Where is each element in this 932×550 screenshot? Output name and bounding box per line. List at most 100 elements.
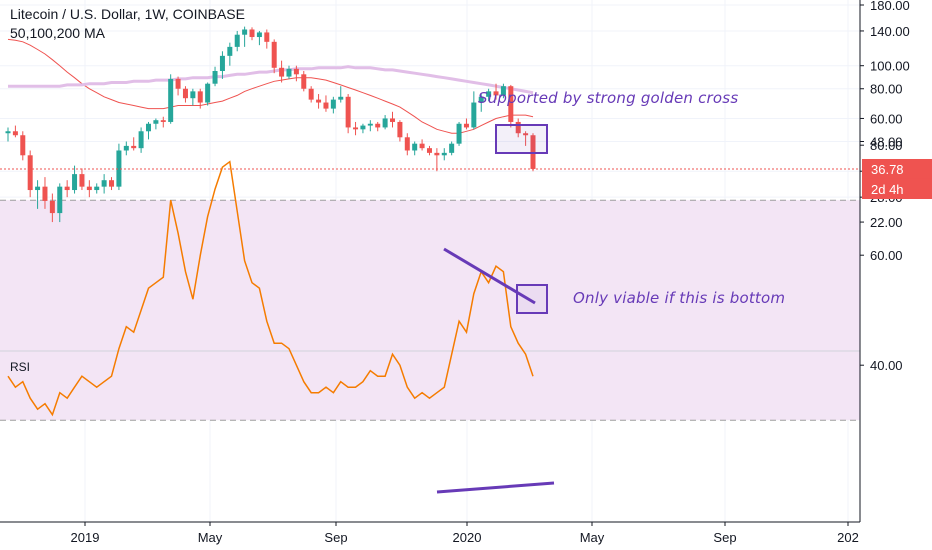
candle-body: [72, 174, 78, 191]
candle: [249, 27, 255, 41]
candle-body: [367, 123, 373, 126]
candle-body: [301, 74, 307, 89]
chart-title: Litecoin / U.S. Dollar, 1W, COINBASE: [10, 6, 245, 22]
rsi-tick-label: 80.00: [870, 138, 903, 153]
candle: [35, 180, 41, 209]
candle-body: [20, 135, 26, 156]
candle-body: [49, 200, 55, 214]
candle-body: [330, 99, 336, 109]
candle-body: [382, 118, 388, 128]
candle: [160, 116, 166, 128]
candle-body: [109, 180, 115, 187]
candle: [338, 86, 344, 103]
candle-body: [197, 91, 203, 103]
candle: [500, 83, 506, 99]
candle-body: [271, 41, 277, 68]
candle-body: [264, 32, 270, 42]
price-tick-label: 140.00: [870, 24, 910, 39]
candle: [42, 177, 48, 209]
candle: [227, 42, 233, 66]
candle: [197, 88, 203, 109]
time-tick-label: 2020: [453, 530, 482, 545]
candle-body: [219, 55, 225, 71]
time-tick-label: May: [198, 530, 223, 545]
rsi-trendline[interactable]: [436, 481, 555, 494]
candle-body: [79, 174, 85, 187]
rsi-tick-label: 40.00: [870, 358, 903, 373]
candle-body: [293, 68, 299, 75]
candle-body: [190, 91, 196, 99]
candle: [330, 96, 336, 114]
golden-cross-box[interactable]: [495, 124, 548, 154]
candle-body: [256, 32, 262, 38]
candle: [486, 88, 492, 102]
candle-body: [345, 96, 351, 128]
candle: [426, 145, 432, 156]
candle-body: [308, 88, 314, 100]
time-tick-label: 2019: [71, 530, 100, 545]
candle-body: [5, 131, 11, 134]
price-tick-label: 22.00: [870, 215, 903, 230]
candle: [463, 118, 469, 130]
candle: [12, 125, 18, 138]
drawings[interactable]: [436, 124, 555, 494]
candle: [316, 94, 322, 109]
candle: [57, 183, 63, 223]
candle-body: [375, 123, 381, 128]
candle: [219, 51, 225, 79]
candle: [234, 30, 240, 52]
price-badge: 36.78 2d 4h: [862, 158, 932, 199]
bottom-box[interactable]: [516, 284, 548, 314]
candle-body: [493, 91, 499, 96]
candle: [49, 193, 55, 223]
price-tick-label: 100.00: [870, 59, 910, 74]
candle-body: [338, 96, 344, 100]
candles: [0, 26, 860, 223]
candle-body: [234, 34, 240, 47]
candle-body: [390, 118, 396, 122]
candle: [323, 95, 329, 112]
candle-body: [64, 186, 70, 191]
candle: [441, 148, 447, 161]
rsi-series-line: [7, 160, 534, 417]
moving-averages: [7, 38, 534, 134]
rsi-panel-label: RSI: [10, 360, 31, 374]
candle-body: [404, 137, 410, 151]
candle-body: [286, 68, 292, 77]
candle-body: [182, 88, 188, 99]
price-tick-label: 180.00: [870, 0, 910, 13]
rsi-band-fill: [0, 200, 860, 421]
candle: [175, 76, 181, 96]
candle-body: [168, 78, 174, 122]
candle-body: [353, 127, 359, 130]
price-tick-label: 80.00: [870, 82, 903, 97]
candle: [109, 177, 115, 191]
candle: [64, 180, 70, 198]
candle-body: [123, 145, 129, 151]
candle: [390, 111, 396, 128]
candle-body: [42, 186, 48, 201]
candle-body: [426, 148, 432, 153]
price-trendline[interactable]: [443, 247, 536, 305]
bottom-note: Only viable if this is bottom: [573, 289, 786, 307]
candle-body: [116, 150, 122, 187]
candle: [279, 60, 285, 83]
candle-body: [249, 29, 255, 38]
candle: [345, 94, 351, 134]
countdown-badge-bg: [862, 178, 932, 199]
candle: [212, 66, 218, 87]
candle-body: [101, 180, 107, 187]
candle-body: [523, 133, 529, 136]
candle: [116, 143, 122, 191]
candle-body: [242, 29, 248, 35]
candle-body: [205, 83, 211, 103]
candle: [493, 83, 499, 100]
price-badge-label: 36.78: [871, 162, 904, 177]
time-tick-label: Sep: [713, 530, 736, 545]
candle: [5, 127, 11, 142]
candle-body: [57, 186, 63, 214]
candle: [367, 120, 373, 132]
countdown-badge-label: 2d 4h: [871, 182, 904, 197]
